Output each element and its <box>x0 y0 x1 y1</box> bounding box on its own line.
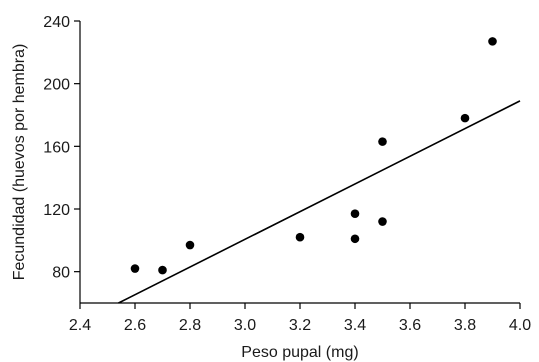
data-point <box>295 232 305 242</box>
x-tick-label: 3.2 <box>289 317 311 334</box>
x-tick-label: 3.0 <box>234 317 256 334</box>
y-tick-label: 160 <box>43 139 70 156</box>
x-tick-label: 3.4 <box>344 317 366 334</box>
y-tick-label: 80 <box>52 265 70 282</box>
y-axis-title: Fecundidad (huevos por hembra) <box>11 44 28 281</box>
data-point <box>378 217 387 226</box>
regression-line <box>118 100 521 304</box>
data-point <box>488 37 497 46</box>
y-tick-label: 240 <box>43 14 70 31</box>
x-axis-title: Peso pupal (mg) <box>241 344 358 361</box>
data-point <box>460 113 470 123</box>
y-tick-label: 120 <box>43 202 70 219</box>
x-tick-label: 2.4 <box>69 317 91 334</box>
data-point <box>130 264 140 273</box>
x-tick-label: 3.6 <box>399 317 421 334</box>
data-point <box>185 240 195 250</box>
x-tick-label: 4.0 <box>509 317 531 334</box>
x-tick-label: 2.6 <box>124 317 146 334</box>
data-points <box>130 37 497 275</box>
x-axis-ticks: 2.4 2.6 2.8 3.0 3.2 3.4 3.6 3.8 4.0 <box>69 303 531 334</box>
data-point <box>158 265 167 275</box>
data-point <box>350 234 360 244</box>
x-tick-label: 3.8 <box>454 317 476 334</box>
data-point <box>378 137 387 146</box>
data-point <box>350 209 360 218</box>
y-axis-ticks: 80 120 160 200 240 <box>43 14 80 282</box>
y-tick-label: 200 <box>43 77 70 94</box>
x-tick-label: 2.8 <box>179 317 201 334</box>
